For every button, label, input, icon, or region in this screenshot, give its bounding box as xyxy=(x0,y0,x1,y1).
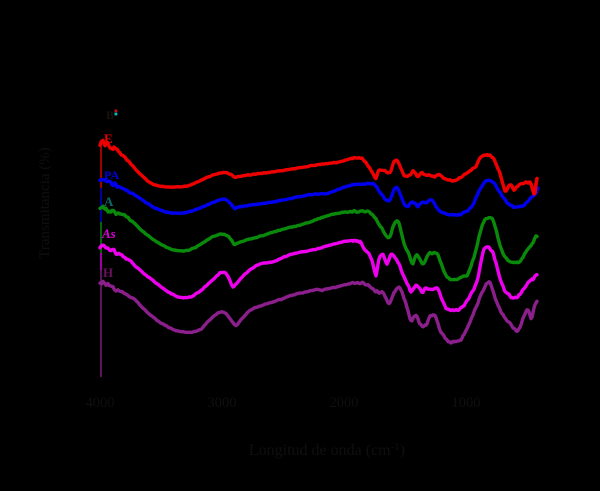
svg-text:B: B xyxy=(106,108,114,122)
svg-text:A: A xyxy=(104,194,114,209)
svg-text:PA: PA xyxy=(104,168,119,182)
svg-text:As: As xyxy=(101,226,116,241)
svg-text:H: H xyxy=(103,265,113,280)
svg-text:2000: 2000 xyxy=(330,395,359,411)
svg-text:E: E xyxy=(104,131,113,146)
svg-text:3000: 3000 xyxy=(208,395,237,411)
svg-text:Longitud de onda (cm-1): Longitud de onda (cm-1) xyxy=(249,441,405,459)
svg-text:Transmitancia (%): Transmitancia (%) xyxy=(37,147,53,259)
svg-text:1000: 1000 xyxy=(452,395,481,411)
svg-text:4000: 4000 xyxy=(86,395,115,411)
